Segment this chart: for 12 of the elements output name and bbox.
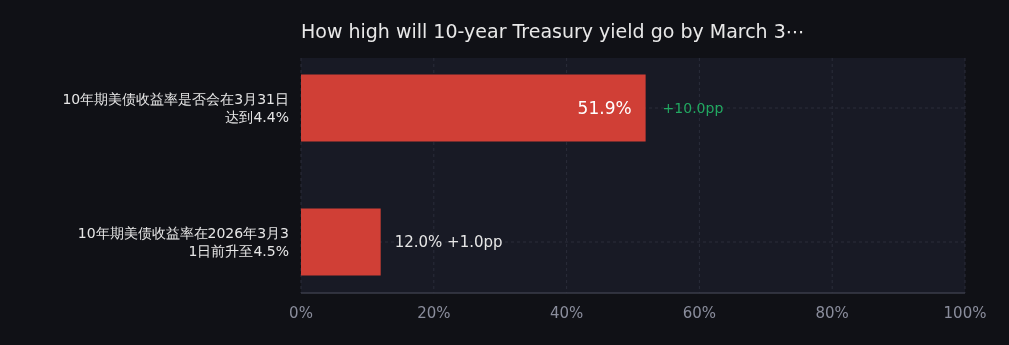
- data-label: 51.9%: [577, 97, 632, 118]
- x-tick-label: 60%: [682, 304, 717, 322]
- x-tick-label: 40%: [549, 304, 584, 322]
- x-tick-label: 80%: [815, 304, 849, 322]
- x-tick-label: 20%: [417, 304, 451, 322]
- chart-title: How high will 10-year Treasury yield go by March 3⋯: [301, 20, 805, 42]
- y-tick-label: 10年期美债收益率在2026年3月31日前升至4.5%: [77, 224, 289, 259]
- x-tick-label: 100%: [943, 304, 987, 322]
- x-tick-label: 0%: [289, 304, 313, 322]
- y-tick-label: 10年期美债收益率是否会在3月31日达到4.4%: [62, 90, 289, 125]
- data-label: 12.0% +1.0pp: [394, 233, 503, 252]
- annotation: +10.0pp: [662, 99, 724, 116]
